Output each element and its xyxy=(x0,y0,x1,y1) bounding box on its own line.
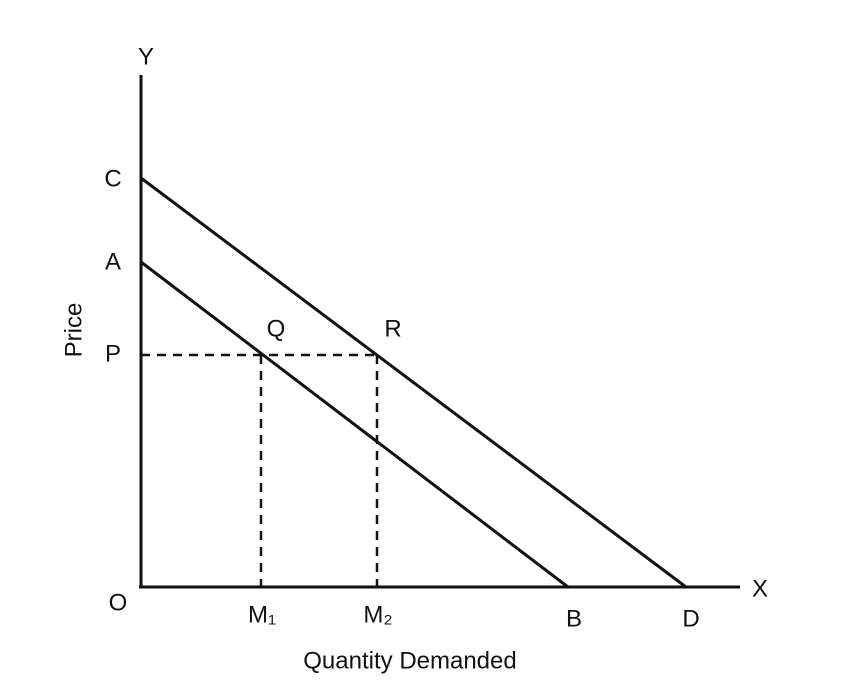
point-label: C xyxy=(104,165,121,192)
point-label: R xyxy=(384,315,401,342)
point-label: M₁ xyxy=(248,601,276,628)
point-label: B xyxy=(566,605,582,632)
point-label: P xyxy=(105,340,121,367)
x-axis-label: Quantity Demanded xyxy=(303,647,516,674)
point-label: M₂ xyxy=(363,601,392,628)
x-axis-end: X xyxy=(752,575,768,602)
origin-label: O xyxy=(109,589,128,616)
point-label: A xyxy=(105,248,121,275)
demand-curve-cd xyxy=(140,176,687,589)
y-axis-end: Y xyxy=(138,43,154,70)
demand-curve-ab xyxy=(140,260,569,589)
point-label: Q xyxy=(267,315,286,342)
point-label: D xyxy=(682,605,699,632)
y-axis-label: Price xyxy=(60,303,87,358)
